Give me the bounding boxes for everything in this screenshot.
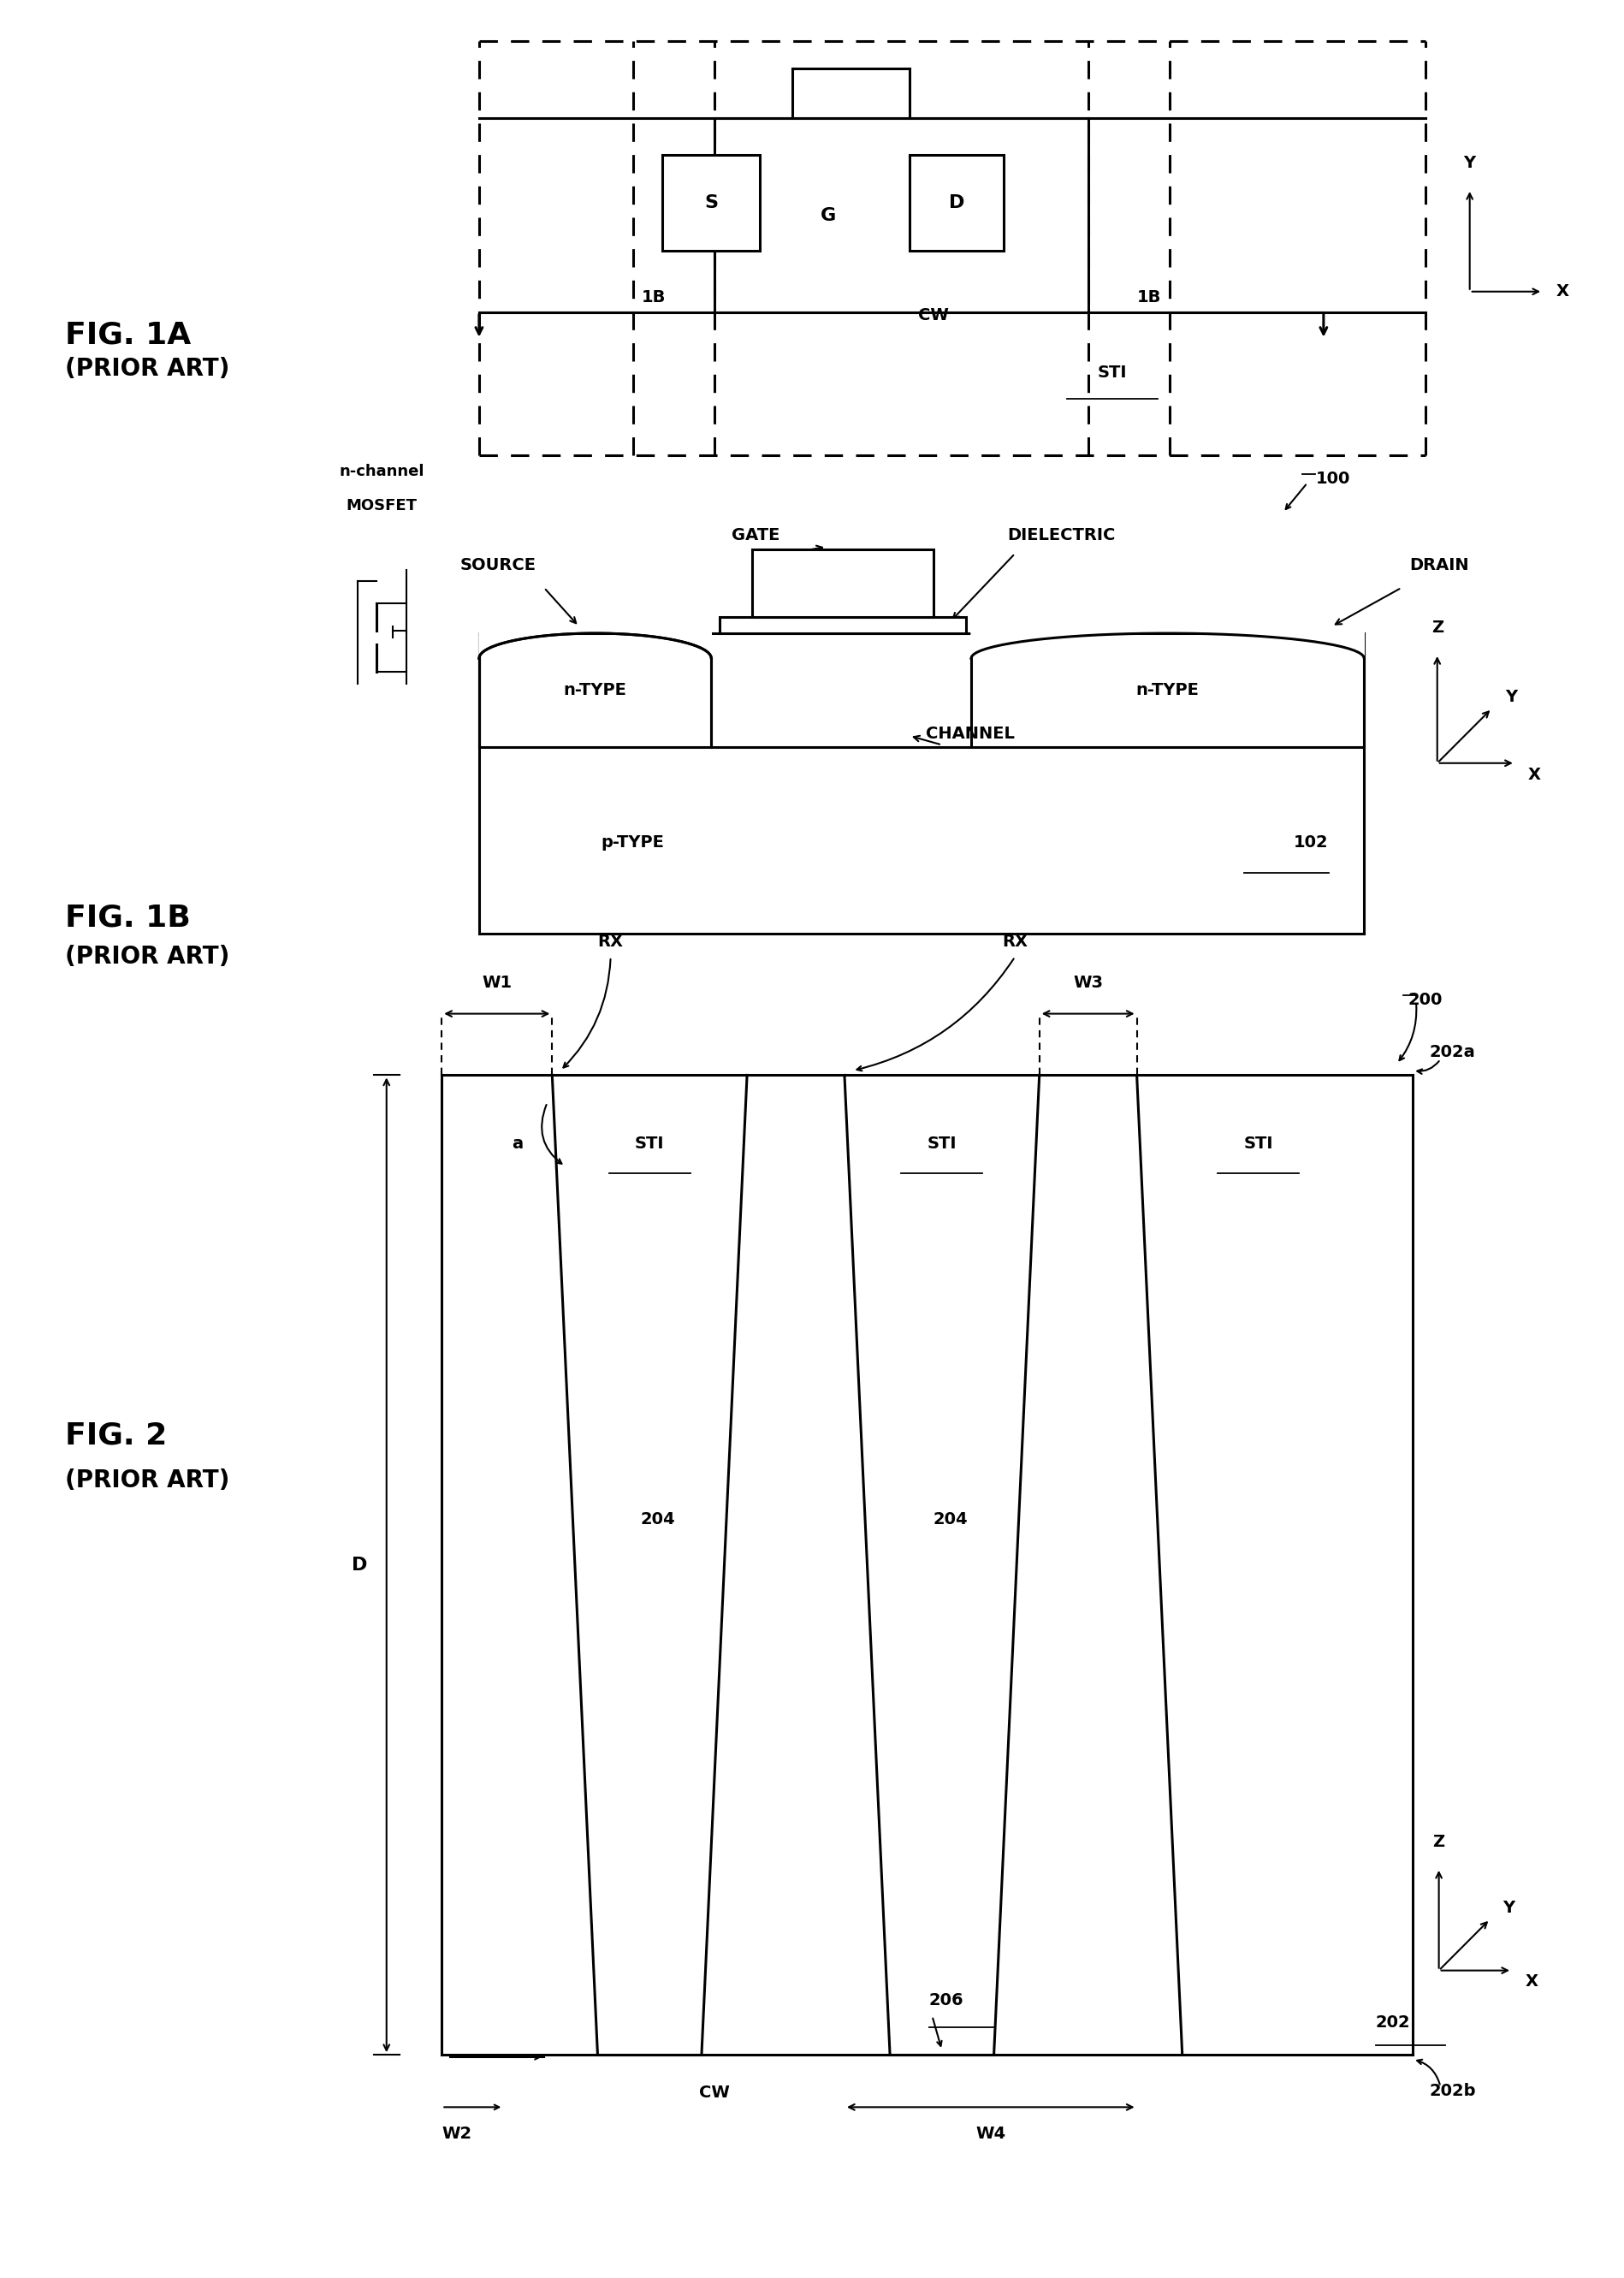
- Text: 1B: 1B: [641, 289, 666, 305]
- Text: n-TYPE: n-TYPE: [1137, 681, 1199, 699]
- Text: W1: W1: [482, 975, 512, 991]
- Text: 200: 200: [1408, 991, 1442, 1009]
- Text: STI: STI: [635, 1134, 664, 1153]
- Text: FIG. 1A: FIG. 1A: [65, 321, 192, 349]
- Text: 204: 204: [932, 1510, 968, 1529]
- Text: (PRIOR ART): (PRIOR ART): [65, 358, 229, 380]
- Bar: [752, 549, 934, 617]
- Bar: [909, 155, 1004, 251]
- Text: X: X: [1556, 282, 1569, 301]
- Text: Y: Y: [1463, 155, 1476, 171]
- Polygon shape: [479, 622, 711, 658]
- Text: 100: 100: [1315, 469, 1350, 487]
- Text: FIG. 2: FIG. 2: [65, 1421, 167, 1449]
- Text: a: a: [512, 1134, 523, 1153]
- Text: RX: RX: [1002, 934, 1028, 950]
- Text: Y: Y: [1505, 688, 1517, 706]
- Text: STI: STI: [1098, 364, 1127, 380]
- Text: W3: W3: [1073, 975, 1103, 991]
- Text: CHANNEL: CHANNEL: [926, 724, 1015, 743]
- Text: G: G: [820, 207, 836, 223]
- Text: (PRIOR ART): (PRIOR ART): [65, 1469, 229, 1492]
- Text: D: D: [948, 194, 965, 212]
- Text: 206: 206: [929, 1991, 963, 2009]
- Text: CW: CW: [919, 308, 948, 323]
- Text: 202a: 202a: [1429, 1043, 1475, 1062]
- Text: p-TYPE: p-TYPE: [601, 834, 664, 852]
- Text: CW: CW: [700, 2084, 729, 2100]
- Polygon shape: [971, 622, 1364, 658]
- Text: SOURCE: SOURCE: [460, 556, 536, 574]
- Text: MOSFET: MOSFET: [346, 499, 417, 513]
- Text: 204: 204: [640, 1510, 676, 1529]
- Text: STI: STI: [1244, 1134, 1273, 1153]
- Text: STI: STI: [927, 1134, 957, 1153]
- Text: n-TYPE: n-TYPE: [564, 681, 627, 699]
- Text: X: X: [1525, 1973, 1538, 1991]
- Text: W2: W2: [442, 2125, 473, 2141]
- Text: 202: 202: [1376, 2014, 1410, 2032]
- Text: FIG. 1B: FIG. 1B: [65, 904, 190, 932]
- Text: 102: 102: [1294, 834, 1328, 852]
- Text: W4: W4: [976, 2125, 1005, 2141]
- Text: DRAIN: DRAIN: [1410, 556, 1470, 574]
- Text: (PRIOR ART): (PRIOR ART): [65, 945, 229, 968]
- Text: Y: Y: [1502, 1900, 1515, 1916]
- Text: 202b: 202b: [1429, 2082, 1476, 2100]
- Text: S: S: [705, 194, 718, 212]
- Text: DIELECTRIC: DIELECTRIC: [1007, 526, 1116, 544]
- Bar: [719, 617, 966, 633]
- Text: n-channel: n-channel: [339, 465, 424, 478]
- Text: 1B: 1B: [1137, 289, 1161, 305]
- Text: D: D: [351, 1556, 367, 1574]
- Text: Z: Z: [1431, 620, 1444, 636]
- Text: RX: RX: [598, 934, 624, 950]
- Text: GATE: GATE: [731, 526, 780, 544]
- Text: Z: Z: [1432, 1834, 1445, 1850]
- Bar: [663, 155, 760, 251]
- Text: X: X: [1528, 765, 1541, 784]
